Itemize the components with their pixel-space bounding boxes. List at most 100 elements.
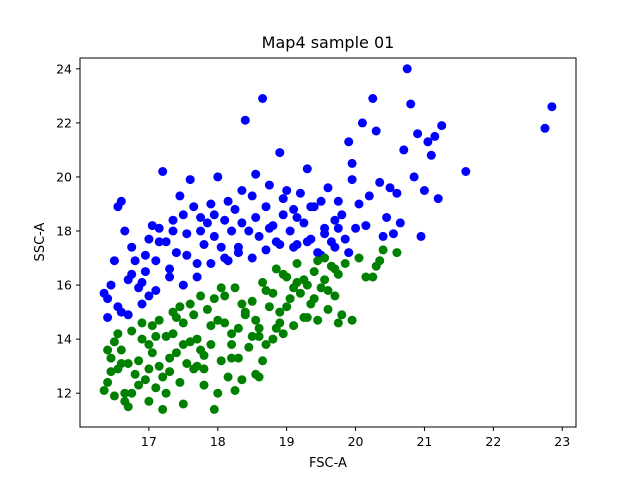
data-point: [165, 367, 175, 377]
y-tick-label: 16: [56, 278, 72, 293]
data-point: [361, 272, 371, 282]
data-point: [165, 272, 175, 282]
y-tick-label: 14: [56, 332, 72, 347]
data-point: [275, 307, 285, 317]
data-point: [375, 256, 385, 266]
data-point: [320, 275, 330, 285]
data-point: [258, 94, 268, 103]
data-point: [254, 323, 264, 333]
data-point: [254, 231, 264, 241]
y-axis-label: SSC-A: [33, 222, 48, 261]
data-point: [302, 164, 312, 174]
data-point: [351, 223, 361, 233]
data-point: [247, 253, 257, 263]
data-point: [540, 123, 550, 133]
data-point: [378, 245, 388, 255]
data-point: [333, 223, 343, 233]
data-point: [147, 221, 157, 231]
data-point: [116, 345, 126, 355]
data-point: [406, 99, 416, 109]
data-point: [151, 286, 161, 295]
data-point: [347, 315, 357, 325]
data-point: [333, 318, 343, 328]
data-point: [134, 356, 144, 366]
data-point: [127, 326, 137, 336]
data-point: [199, 380, 209, 390]
data-point: [264, 302, 274, 312]
data-point: [323, 304, 333, 314]
data-point: [161, 237, 171, 247]
data-point: [144, 340, 154, 349]
data-point: [103, 377, 113, 387]
data-point: [354, 199, 364, 209]
data-point: [109, 337, 119, 347]
x-tick-label: 21: [416, 434, 432, 449]
data-point: [165, 353, 175, 363]
data-point: [385, 183, 395, 193]
data-point: [171, 348, 181, 358]
y-tick-label: 18: [56, 224, 72, 239]
data-point: [165, 264, 175, 274]
data-point: [278, 210, 288, 220]
data-point: [313, 256, 323, 266]
data-point: [154, 237, 164, 247]
y-tick-label: 24: [56, 61, 72, 76]
data-point: [347, 175, 357, 185]
y-tick-label: 22: [56, 115, 72, 130]
data-point: [209, 231, 219, 241]
data-point: [289, 242, 299, 252]
data-point: [233, 323, 243, 333]
y-axis: 12 14 16 18 20 22 24: [56, 61, 80, 401]
data-point: [189, 310, 199, 320]
data-point: [206, 259, 216, 268]
data-point: [261, 202, 271, 212]
data-point: [292, 259, 302, 268]
data-point: [388, 229, 398, 239]
data-point: [147, 348, 157, 358]
data-point: [275, 240, 285, 249]
data-point: [134, 380, 144, 390]
data-point: [237, 218, 247, 228]
data-point: [323, 183, 333, 193]
data-point: [261, 340, 271, 349]
data-point: [289, 204, 299, 214]
data-point: [130, 369, 140, 379]
data-point: [340, 234, 350, 244]
data-point: [330, 291, 340, 301]
data-point: [137, 277, 147, 287]
data-point: [206, 340, 216, 349]
data-point: [185, 175, 195, 185]
data-point: [171, 313, 181, 322]
data-point: [275, 148, 285, 158]
data-point: [113, 302, 123, 312]
data-point: [237, 186, 247, 195]
data-point: [316, 196, 326, 206]
data-point: [271, 264, 281, 274]
data-point: [330, 264, 340, 274]
data-point: [299, 218, 309, 228]
plot-frame: [79, 57, 577, 428]
data-point: [140, 267, 150, 277]
data-point: [264, 223, 274, 233]
data-point: [247, 331, 257, 341]
data-point: [178, 280, 188, 290]
data-point: [361, 221, 371, 231]
data-point: [185, 337, 195, 347]
data-point: [295, 288, 305, 298]
data-point: [213, 388, 223, 398]
data-point: [433, 194, 443, 204]
data-point: [178, 210, 188, 220]
data-point: [130, 256, 140, 266]
data-point: [416, 231, 426, 241]
data-point: [168, 329, 178, 339]
data-point: [137, 299, 147, 309]
data-point: [182, 359, 192, 368]
data-point: [175, 302, 185, 312]
data-point: [244, 342, 254, 352]
data-point: [220, 215, 230, 225]
data-point: [137, 334, 147, 344]
data-point: [395, 218, 405, 228]
data-point: [196, 213, 206, 222]
data-point: [285, 226, 295, 236]
